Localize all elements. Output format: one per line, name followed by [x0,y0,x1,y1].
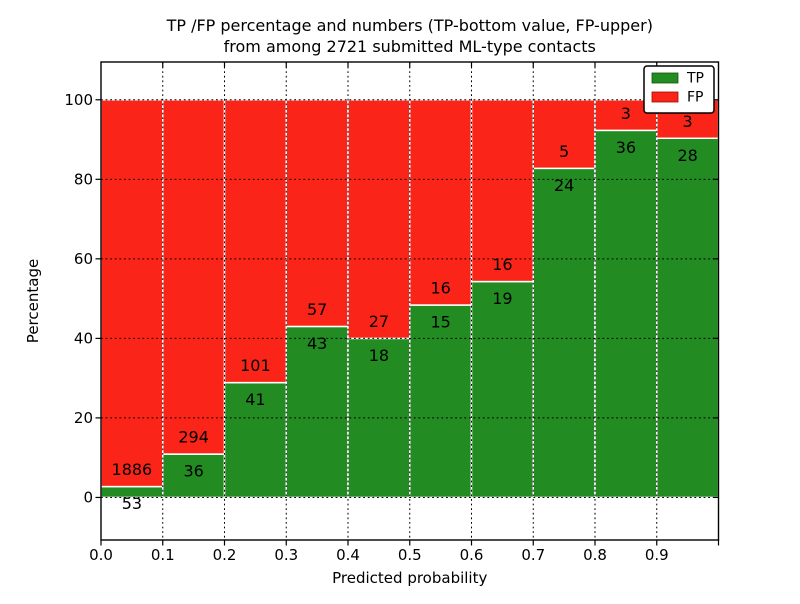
fp-count-label: 294 [178,428,209,447]
tp-bar-segment [409,304,473,499]
y-tick-20: 20 [74,409,93,427]
x-tick-0.8: 0.8 [583,546,607,564]
y-tick-40: 40 [74,329,93,347]
fp-count-label: 1886 [112,460,153,479]
fp-bar-segment [409,99,473,306]
fp-count-label: 16 [430,279,450,298]
tp-bar-segment [656,137,720,499]
bar-count-labels: 1886 53 294 36 101 41 57 43 27 18 16 15 16 19 5 24 3 36 3 2… [112,104,698,513]
tp-count-label: 41 [245,390,265,409]
x-tick-0.6: 0.6 [460,546,484,564]
fp-count-label: 27 [369,312,389,331]
fp-bar-segment [285,99,349,328]
tp-count-label: 15 [430,313,450,332]
tp-count-label: 24 [554,176,574,195]
fp-bar-segment [532,99,596,170]
chart-title-line1: TP /FP percentage and numbers (TP-bottom… [166,16,653,35]
y-tick-60: 60 [74,250,93,268]
fp-count-label: 57 [307,300,327,319]
x-tick-0.2: 0.2 [213,546,237,564]
chart-title-line2: from among 2721 submitted ML-type contac… [224,37,596,56]
bars-layer [100,99,720,499]
x-tick-0.1: 0.1 [151,546,175,564]
x-tick-0.3: 0.3 [274,546,298,564]
fp-count-label: 101 [240,356,271,375]
fp-bar-segment [470,99,534,283]
tp-count-label: 19 [492,289,512,308]
legend-swatch-tp [651,72,679,84]
tp-count-label: 28 [677,146,697,165]
fp-count-label: 3 [621,104,631,123]
legend: TP FP [643,65,715,114]
fp-count-label: 16 [492,255,512,274]
tp-count-label: 43 [307,334,327,353]
tp-bar-segment [532,167,596,499]
legend-label-tp: TP [686,71,704,87]
x-tick-0.0: 0.0 [89,546,113,564]
tp-count-label: 36 [616,138,636,157]
tp-bar-segment [470,280,534,499]
tp-bar-segment [594,129,658,499]
legend-swatch-fp [651,91,679,103]
tp-count-label: 36 [183,462,203,481]
y-tick-100: 100 [64,91,93,109]
x-tick-0.4: 0.4 [336,546,360,564]
x-tick-0.7: 0.7 [521,546,545,564]
fp-bar-segment [162,99,226,455]
fp-bar-segment [347,99,411,340]
x-tick-0.9: 0.9 [645,546,669,564]
tp-count-label: 18 [369,346,389,365]
tp-bar-segment [285,325,349,499]
legend-label-fp: FP [687,90,704,106]
tp-count-label: 53 [122,494,142,513]
x-tick-0.5: 0.5 [398,546,422,564]
fp-count-label: 5 [559,142,569,161]
y-tick-0: 0 [83,489,93,507]
gridlines [101,62,719,540]
y-tick-80: 80 [74,170,93,188]
fp-count-label: 3 [683,112,693,131]
y-axis-label: Percentage [24,259,42,343]
fp-bar-segment [223,99,287,384]
x-axis-label: Predicted probability [332,569,487,587]
tp-bar-segment [347,337,411,499]
fp-bar-segment [100,99,164,488]
